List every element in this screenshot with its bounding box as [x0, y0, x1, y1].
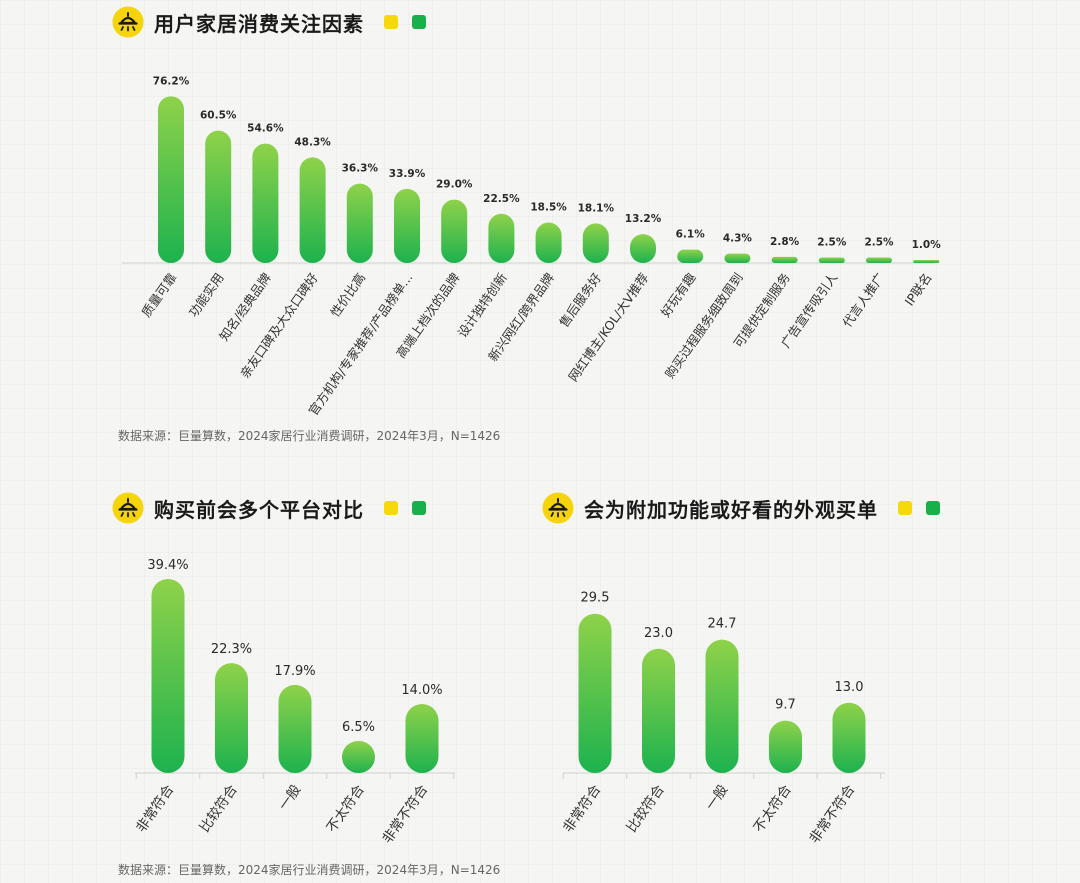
category-label: 非常符合	[560, 782, 604, 836]
legend-green-square	[412, 501, 426, 515]
value-label: 29.5	[581, 591, 610, 606]
chart1-title: 用户家居消费关注因素	[154, 11, 364, 36]
bar-16	[913, 260, 940, 263]
bar-3	[299, 157, 326, 263]
value-label: 24.7	[708, 617, 737, 632]
bar-12	[724, 253, 751, 263]
bar-4	[832, 702, 866, 773]
value-label: 13.2%	[625, 213, 662, 225]
bar-14	[818, 257, 845, 263]
bar-6	[441, 199, 468, 263]
value-label: 2.5%	[864, 237, 894, 249]
bar-1	[205, 130, 232, 263]
chart-platform-compare: 39.4%非常符合22.3%比较符合17.9%一般6.5%不太符合14.0%非常…	[133, 558, 455, 847]
legend-yellow-square	[384, 15, 398, 29]
legend-green-square	[926, 501, 940, 515]
section-title-2: 购买前会多个平台对比	[112, 492, 426, 524]
bar-1	[215, 663, 248, 773]
category-label: 非常不符合	[806, 782, 858, 847]
bar-15	[866, 257, 892, 263]
value-label: 13.0	[835, 680, 864, 695]
category-label: 一般	[703, 782, 732, 814]
bar-1	[642, 648, 675, 773]
bar-3	[342, 740, 375, 773]
value-label: 23.0	[644, 626, 673, 641]
bar-0	[578, 613, 612, 773]
value-label: 29.0%	[436, 179, 473, 191]
legend-yellow-square	[898, 501, 912, 515]
bar-4	[346, 183, 373, 263]
bar-7	[488, 213, 515, 263]
value-label: 22.3%	[211, 642, 252, 657]
value-label: 9.7	[775, 698, 796, 713]
bar-2	[278, 684, 312, 773]
bar-13	[771, 256, 798, 263]
value-label: 1.0%	[912, 239, 942, 251]
bar-3	[769, 720, 802, 773]
bar-0	[151, 578, 185, 773]
bar-9	[582, 223, 609, 263]
bar-4	[405, 704, 439, 773]
value-label: 18.1%	[578, 202, 615, 214]
bar-2	[705, 639, 739, 773]
value-label: 18.5%	[530, 202, 567, 214]
category-label: 比较符合	[624, 782, 668, 836]
legend-green-square	[412, 15, 426, 29]
section-title-3: 会为附加功能或好看的外观买单	[542, 492, 940, 524]
value-label: 6.5%	[342, 720, 375, 735]
bar-2	[252, 143, 279, 263]
category-label: 不太符合	[751, 782, 795, 836]
chart-consumption-factors: 76.2%质量可靠60.5%功能实用54.6%知名/经典品牌48.3%亲友口碑及…	[122, 75, 942, 418]
value-label: 6.1%	[676, 229, 706, 241]
value-label: 14.0%	[401, 683, 442, 698]
section-title-1: 用户家居消费关注因素	[112, 6, 426, 38]
value-label: 60.5%	[200, 110, 237, 122]
value-label: 39.4%	[147, 558, 188, 573]
value-label: 76.2%	[153, 75, 190, 87]
bar-0	[158, 96, 184, 263]
chart2-title: 购买前会多个平台对比	[154, 497, 364, 522]
value-label: 4.3%	[723, 233, 753, 245]
value-label: 17.9%	[274, 664, 315, 679]
bar-8	[535, 222, 562, 263]
value-label: 2.5%	[817, 237, 847, 249]
chart1-source: 数据来源：巨量算数，2024家居行业消费调研，2024年3月，N=1426	[118, 429, 501, 443]
bar-11	[677, 249, 704, 263]
value-label: 33.9%	[389, 168, 426, 180]
value-label: 36.3%	[342, 163, 379, 175]
legend-yellow-square	[384, 501, 398, 515]
value-label: 54.6%	[247, 123, 284, 135]
chart2-source: 数据来源：巨量算数，2024家居行业消费调研，2024年3月，N=1426	[118, 863, 501, 877]
value-label: 22.5%	[483, 193, 520, 205]
bar-10	[630, 234, 656, 263]
value-label: 48.3%	[294, 136, 331, 148]
value-label: 2.8%	[770, 236, 800, 248]
chart3-title: 会为附加功能或好看的外观买单	[584, 497, 878, 522]
bar-5	[394, 188, 420, 263]
